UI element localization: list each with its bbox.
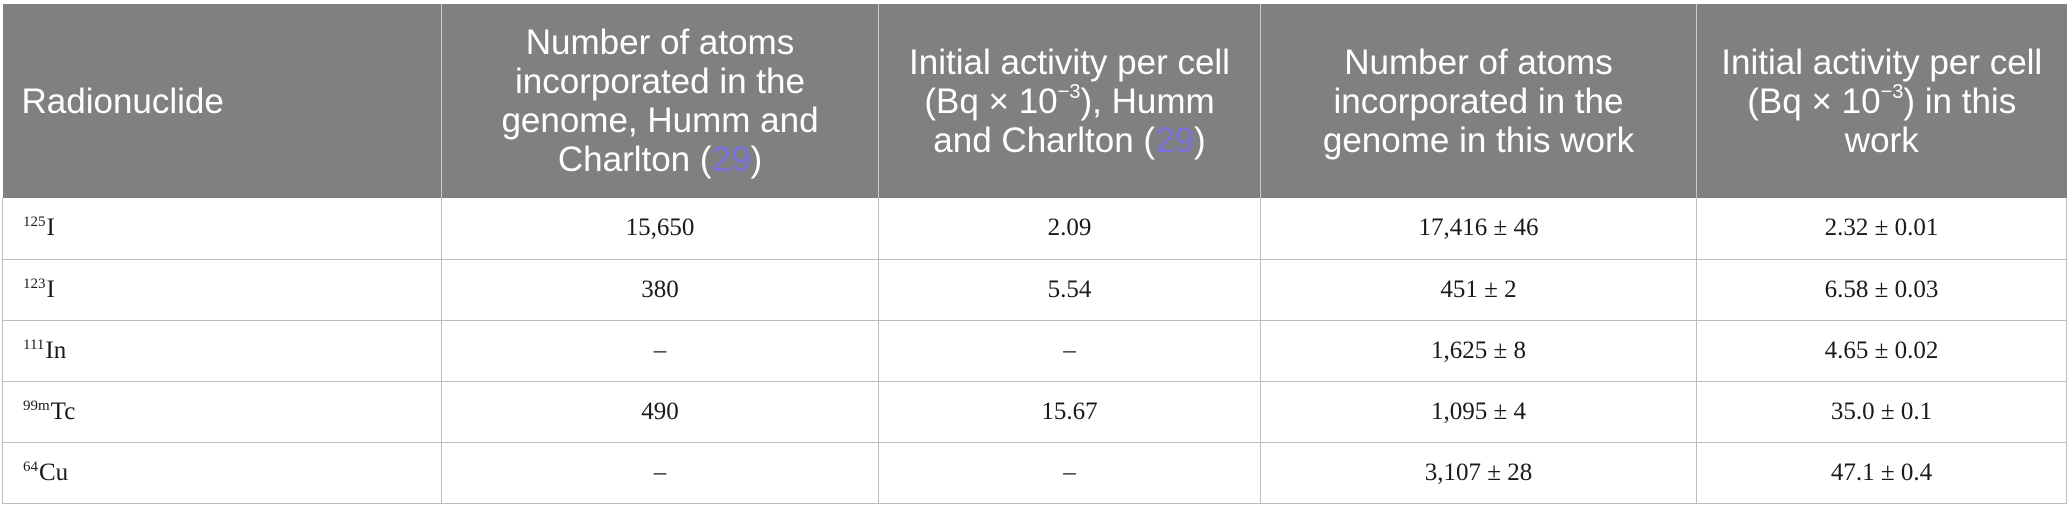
header-activity-this-work-tail: ) in this work [1844,81,2017,160]
table-row: 123I 380 5.54 451 ± 2 6.58 ± 0.03 [2,259,2067,321]
cell-activity: 6.58 ± 0.03 [1696,259,2067,321]
cell-humm-activity: – [878,320,1261,382]
header-humm-activity-close: ) [1194,120,1206,160]
radionuclide-table-container: Radionuclide Number of atoms incorporate… [2,4,2067,504]
reference-link[interactable]: 29 [1155,120,1195,160]
exponent: −3 [1057,80,1081,103]
table-row: 125I 15,650 2.09 17,416 ± 46 2.32 ± 0.01 [2,198,2067,260]
element-symbol: Tc [50,397,76,425]
cell-humm-atoms: – [441,320,879,382]
element-symbol: I [46,275,55,303]
header-humm-atoms: Number of atoms incorporated in the geno… [441,4,879,198]
header-humm-atoms-label: Number of atoms incorporated in the geno… [501,23,819,179]
reference-link[interactable]: 29 [711,140,751,179]
cell-radionuclide: 64Cu [2,442,442,504]
cell-atoms: 3,107 ± 28 [1260,442,1697,504]
mass-number: 111 [23,336,45,353]
cell-activity: 2.32 ± 0.01 [1696,198,2067,260]
element-symbol: Cu [39,458,69,486]
cell-atoms: 17,416 ± 46 [1260,198,1697,260]
cell-activity: 35.0 ± 0.1 [1696,381,2067,443]
cell-atoms: 1,625 ± 8 [1260,320,1697,382]
cell-activity: 47.1 ± 0.4 [1696,442,2067,504]
header-atoms-this-work-label: Number of atoms incorporated in the geno… [1322,42,1635,160]
mass-number: 123 [23,275,46,292]
radionuclide-table: Radionuclide Number of atoms incorporate… [2,4,2067,504]
header-atoms-this-work: Number of atoms incorporated in the geno… [1260,4,1697,198]
cell-humm-activity: 15.67 [878,381,1261,443]
cell-radionuclide: 123I [2,259,442,321]
table-row: 99mTc 490 15.67 1,095 ± 4 35.0 ± 0.1 [2,381,2067,443]
cell-humm-activity: 5.54 [878,259,1261,321]
table-row: 111In – – 1,625 ± 8 4.65 ± 0.02 [2,320,2067,382]
mass-number: 99m [23,397,50,414]
element-symbol: In [45,336,67,364]
element-symbol: I [46,214,55,242]
cell-humm-atoms: 490 [441,381,879,443]
cell-radionuclide: 125I [2,198,442,260]
table-row: 64Cu – – 3,107 ± 28 47.1 ± 0.4 [2,442,2067,504]
header-radionuclide: Radionuclide [2,4,442,198]
cell-atoms: 1,095 ± 4 [1260,381,1697,443]
header-activity-this-work: Initial activity per cell (Bq × 10−3) in… [1696,4,2067,198]
table-header-row: Radionuclide Number of atoms incorporate… [2,4,2067,198]
cell-humm-activity: 2.09 [878,198,1261,260]
header-humm-activity-mid: ), Humm and Charlton ( [933,81,1215,160]
cell-atoms: 451 ± 2 [1260,259,1697,321]
cell-radionuclide: 99mTc [2,381,442,443]
cell-humm-atoms: 380 [441,259,879,321]
header-humm-activity: Initial activity per cell (Bq × 10−3), H… [878,4,1261,198]
header-radionuclide-label: Radionuclide [21,81,224,121]
cell-humm-atoms: 15,650 [441,198,879,260]
exponent: −3 [1880,80,1904,103]
header-humm-atoms-close: ) [750,140,763,179]
mass-number: 64 [23,458,38,475]
cell-activity: 4.65 ± 0.02 [1696,320,2067,382]
cell-radionuclide: 111In [2,320,442,382]
header-activity-this-work-label: Initial activity per cell (Bq × 10 [1721,42,2043,121]
cell-humm-atoms: – [441,442,879,504]
mass-number: 125 [23,214,46,231]
cell-humm-activity: – [878,442,1261,504]
header-humm-activity-label: Initial activity per cell (Bq × 10 [909,42,1230,121]
